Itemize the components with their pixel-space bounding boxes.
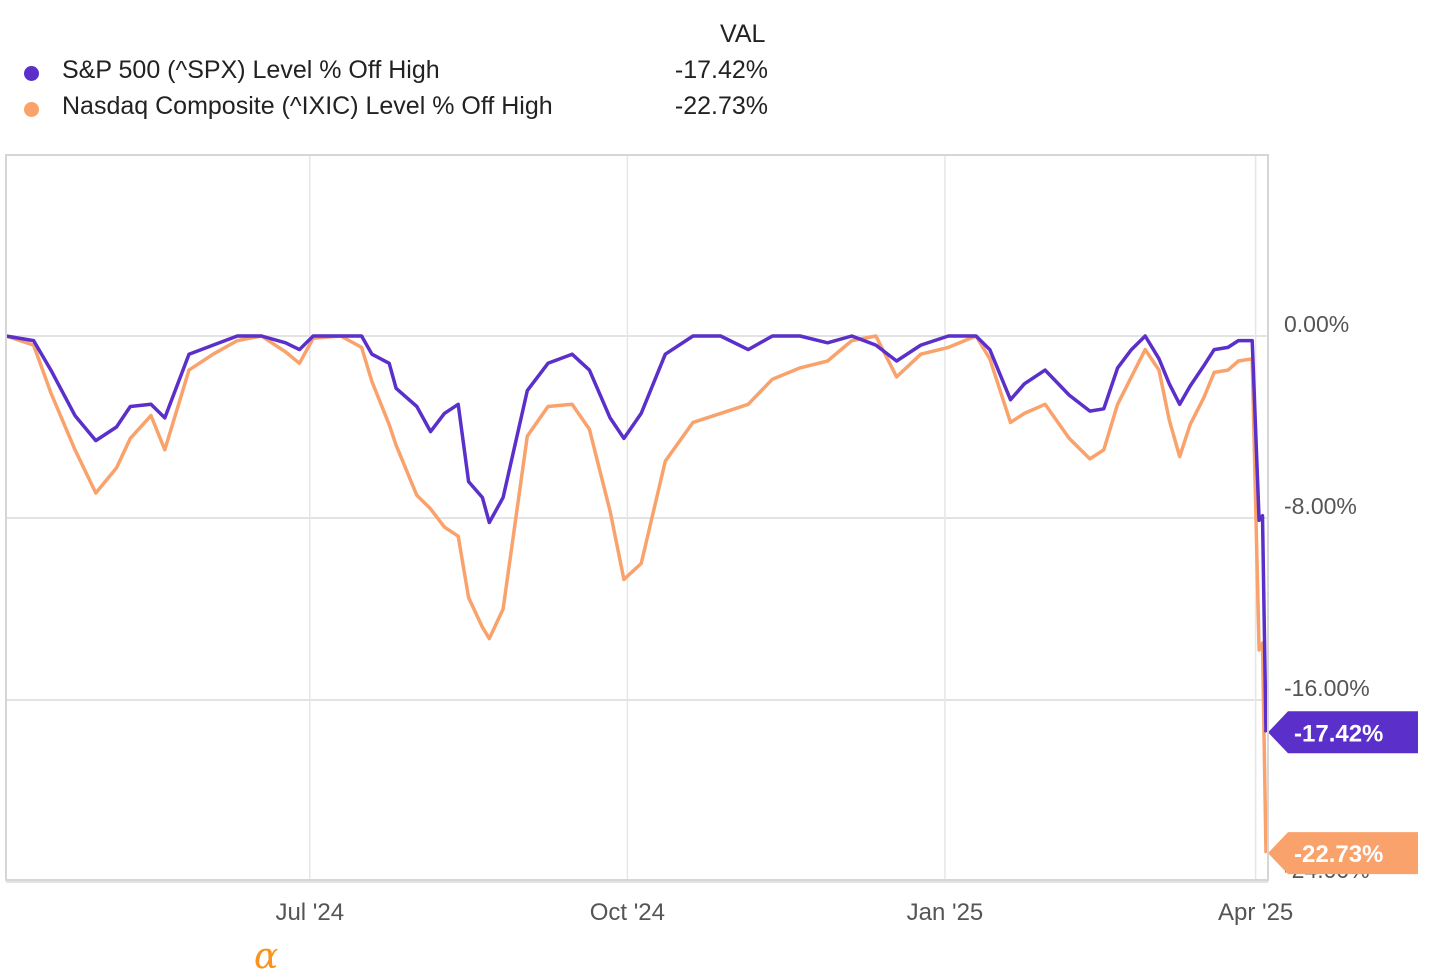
legend-item-spx[interactable]: S&P 500 (^SPX) Level % Off High -17.42% xyxy=(20,54,780,90)
x-tick-label: Oct '24 xyxy=(590,899,665,926)
end-labels: -17.42% -22.73% xyxy=(1268,711,1418,875)
x-tick-label: Apr '25 xyxy=(1218,899,1293,926)
series-lines xyxy=(5,334,1268,854)
end-label-ixic: -22.73% xyxy=(1268,832,1418,875)
end-label-text: -17.42% xyxy=(1294,720,1383,747)
series-line-spx xyxy=(5,334,1268,733)
y-tick-label: -8.00% xyxy=(1284,493,1357,519)
legend-value-ixic: -22.73% xyxy=(674,92,768,120)
series-line-ixic xyxy=(5,334,1268,854)
plot-frame xyxy=(5,154,1269,881)
legend-dot-spx xyxy=(24,66,39,81)
legend-label-ixic: Nasdaq Composite (^IXIC) Level % Off Hig… xyxy=(62,92,553,120)
legend-dot-ixic xyxy=(24,102,39,117)
end-label-flag xyxy=(1268,711,1418,754)
grid xyxy=(6,155,1268,883)
x-tick-label: Jul '24 xyxy=(275,899,344,926)
y-tick-label: 0.00% xyxy=(1284,311,1349,337)
end-label-text: -22.73% xyxy=(1294,841,1383,868)
chart-legend: VAL S&P 500 (^SPX) Level % Off High -17.… xyxy=(0,0,800,140)
legend-value-spx: -17.42% xyxy=(674,56,768,84)
end-label-spx: -17.42% xyxy=(1268,711,1418,754)
end-label-flag xyxy=(1268,832,1418,875)
x-axis: Jul '24 Oct '24 Jan '25 Apr '25 xyxy=(275,899,1293,926)
legend-item-ixic[interactable]: Nasdaq Composite (^IXIC) Level % Off Hig… xyxy=(20,90,780,126)
legend-value-header: VAL xyxy=(720,20,766,48)
y-axis: 0.00%-8.00%-16.00%-24.00% xyxy=(1284,311,1370,883)
y-tick-label: -16.00% xyxy=(1284,675,1370,701)
brand-logo-icon: α xyxy=(254,936,279,977)
x-tick-label: Jan '25 xyxy=(907,899,984,926)
legend-label-spx: S&P 500 (^SPX) Level % Off High xyxy=(62,56,440,84)
